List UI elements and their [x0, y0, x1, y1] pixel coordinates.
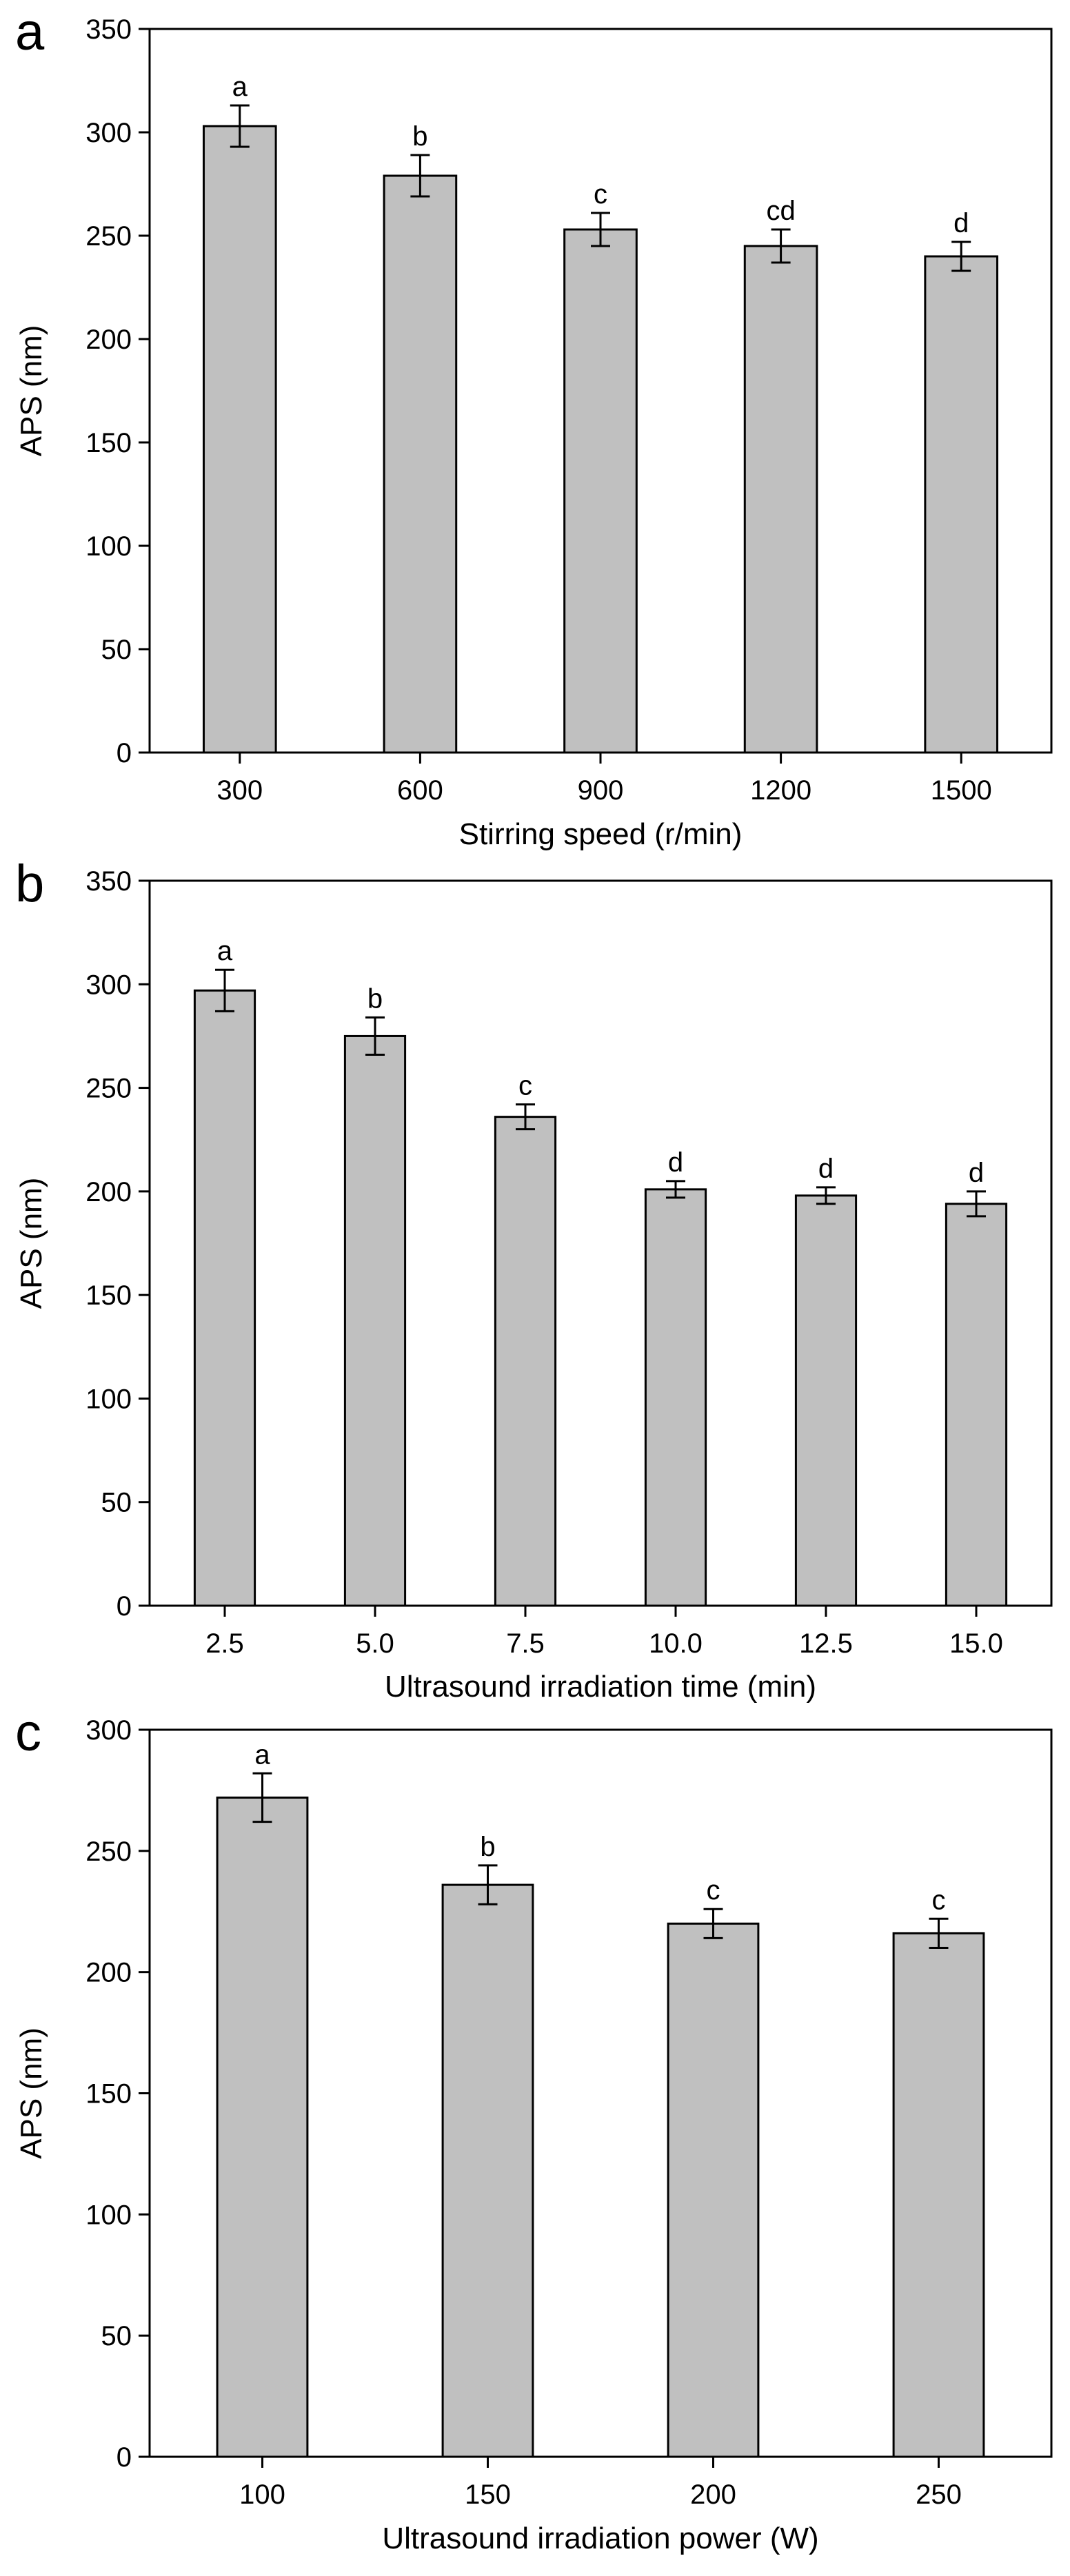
y-axis-label: APS (nm) — [14, 2027, 48, 2159]
plot-frame — [148, 879, 1053, 1607]
y-tick-label: 0 — [117, 2442, 132, 2473]
bar — [924, 255, 999, 754]
bar — [494, 1116, 557, 1607]
y-tick-label: 300 — [85, 1715, 132, 1746]
bar — [343, 1034, 407, 1607]
x-tick-label: 2.5 — [205, 1628, 244, 1659]
significance-label: d — [953, 208, 969, 238]
panel-letter: b — [15, 855, 44, 913]
significance-label: a — [232, 72, 248, 102]
x-tick-label: 1500 — [931, 775, 992, 806]
y-tick-label: 300 — [85, 970, 132, 1000]
x-tick-label: 10.0 — [649, 1628, 703, 1659]
bar — [794, 1194, 858, 1607]
y-tick-label: 350 — [85, 14, 132, 45]
y-tick-label: 250 — [85, 221, 132, 252]
significance-label: a — [254, 1739, 270, 1770]
x-tick-label: 100 — [239, 2480, 285, 2510]
y-tick-label: 150 — [85, 1280, 132, 1311]
significance-label: b — [412, 121, 427, 152]
x-axis-label: Ultrasound irradiation time (min) — [385, 1670, 816, 1704]
significance-label: cd — [766, 196, 795, 226]
y-tick-label: 200 — [85, 1177, 132, 1207]
chart-panel-a: a a 300 b 600 c 900 cd 1200 d 1500 0 50 100 150 200 250 3… — [14, 3, 1053, 851]
bar — [202, 125, 277, 754]
panel-letter: c — [15, 1704, 41, 1762]
bar — [563, 228, 638, 754]
y-tick-label: 250 — [85, 1074, 132, 1104]
x-tick-label: 200 — [690, 2480, 736, 2510]
x-tick-label: 250 — [916, 2480, 962, 2510]
y-tick-label: 150 — [85, 428, 132, 458]
significance-label: d — [969, 1158, 984, 1188]
y-tick-label: 50 — [101, 2321, 132, 2351]
y-tick-label: 350 — [85, 866, 132, 897]
significance-label: d — [668, 1147, 683, 1178]
x-tick-label: 5.0 — [356, 1628, 394, 1659]
y-tick-label: 100 — [85, 2200, 132, 2230]
y-tick-label: 150 — [85, 2079, 132, 2109]
panel-letter: a — [15, 3, 45, 61]
significance-label: a — [217, 936, 233, 966]
y-tick-label: 100 — [85, 531, 132, 562]
x-tick-label: 900 — [578, 775, 624, 806]
y-tick-label: 100 — [85, 1384, 132, 1414]
y-tick-label: 50 — [101, 1488, 132, 1518]
significance-label: c — [594, 179, 607, 209]
bar — [743, 245, 818, 754]
significance-label: c — [932, 1885, 946, 1915]
bar — [216, 1796, 309, 2458]
x-tick-label: 15.0 — [949, 1628, 1003, 1659]
y-tick-label: 300 — [85, 118, 132, 148]
bar — [383, 174, 458, 754]
x-tick-label: 150 — [465, 2480, 511, 2510]
significance-label: c — [707, 1875, 720, 1905]
y-tick-label: 200 — [85, 1958, 132, 1988]
bar — [441, 1883, 534, 2458]
bar — [193, 989, 256, 1607]
plot-frame — [148, 1728, 1053, 2458]
x-tick-label: 1200 — [750, 775, 811, 806]
x-axis-label: Ultrasound irradiation power (W) — [382, 2522, 818, 2555]
y-tick-label: 0 — [117, 738, 132, 768]
y-axis-label: APS (nm) — [14, 325, 48, 457]
y-tick-label: 0 — [117, 1591, 132, 1622]
bar — [644, 1188, 707, 1607]
chart-panel-c: c a 100 b 150 c 200 c 250 0 50 100 150 200 250 300 Ultra… — [14, 1704, 1053, 2555]
significance-label: b — [480, 1832, 495, 1862]
significance-label: c — [518, 1071, 532, 1101]
x-tick-label: 12.5 — [799, 1628, 853, 1659]
y-tick-label: 50 — [101, 635, 132, 665]
x-tick-label: 600 — [397, 775, 443, 806]
y-tick-label: 200 — [85, 325, 132, 355]
y-axis-label: APS (nm) — [14, 1178, 48, 1309]
significance-label: d — [818, 1154, 834, 1184]
bar — [667, 1922, 760, 2458]
x-tick-label: 300 — [216, 775, 263, 806]
y-tick-label: 250 — [85, 1837, 132, 1867]
bar — [945, 1203, 1008, 1607]
x-tick-label: 7.5 — [506, 1628, 545, 1659]
x-axis-label: Stirring speed (r/min) — [459, 817, 743, 851]
chart-panel-b: b a 2.5 b 5.0 c 7.5 d 10.0 d 12.5 d 15.0 0 50 100 150 200… — [14, 855, 1053, 1704]
significance-label: b — [367, 983, 383, 1014]
bar — [892, 1932, 985, 2458]
plot-frame — [148, 28, 1053, 754]
